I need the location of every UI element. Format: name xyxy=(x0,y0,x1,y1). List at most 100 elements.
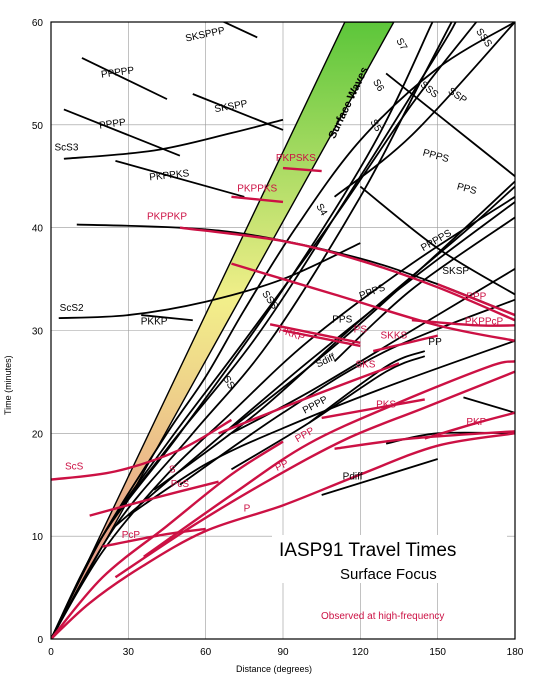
phase-label: ScS3 xyxy=(55,143,79,154)
y-tick-label: 60 xyxy=(32,18,44,29)
phase-label: PKKP xyxy=(141,316,168,327)
model-curve-scs2 xyxy=(58,242,361,320)
x-tick-labels: 0 30 60 90 120 150 180 xyxy=(48,647,524,658)
phase-label: PKPPKS xyxy=(149,168,190,183)
phase-label: SSS xyxy=(473,27,494,50)
model-curve-pkikp-hi xyxy=(463,396,515,414)
plot-border xyxy=(50,21,516,640)
observed-curve-pkp xyxy=(424,411,515,440)
model-curve-pkkp xyxy=(141,314,193,322)
observed-curve-pkpsks xyxy=(282,166,322,173)
observed-curve-pkikp xyxy=(334,430,515,450)
phase-label: PP xyxy=(428,337,442,348)
observed-curves xyxy=(51,166,515,639)
model-curve-scs3 xyxy=(63,118,284,160)
observed-curve-sks xyxy=(218,362,400,435)
observed-curve-pkppkp xyxy=(179,226,515,322)
observed-curve-pkkp xyxy=(282,329,361,348)
phase-label: PKKP xyxy=(277,325,306,345)
phase-label: PPPPS xyxy=(419,228,454,254)
phase-label: SKS xyxy=(355,360,375,371)
model-curve-sksppp xyxy=(221,22,258,39)
y-tick-label: 40 xyxy=(32,224,44,235)
phase-label: PPPPP xyxy=(100,65,135,81)
observed-curve-p xyxy=(51,432,515,639)
model-curve-pdiff xyxy=(321,458,438,496)
phase-label: SKSPP xyxy=(214,99,249,116)
y-tick-label: 10 xyxy=(32,532,44,543)
phase-label: Pdiff xyxy=(343,472,363,483)
model-curve-s4 xyxy=(51,22,515,639)
phase-label: PPS xyxy=(456,181,478,197)
model-curve-sdiff xyxy=(308,350,426,424)
model-curve-ppppp xyxy=(81,57,168,100)
observed-curve-ppp xyxy=(143,360,515,558)
phase-label: PS xyxy=(354,325,368,336)
phase-label: PKPSKS xyxy=(276,153,316,164)
phase-label: SKSP xyxy=(442,266,469,277)
phase-label: PP xyxy=(274,458,291,474)
x-tick-label: 150 xyxy=(429,647,446,658)
phase-label: P xyxy=(244,503,251,514)
x-tick-label: 90 xyxy=(277,647,289,658)
phase-label: PPP xyxy=(466,292,486,303)
observed-curve-ps xyxy=(269,323,361,345)
phase-label: S6 xyxy=(370,77,386,93)
phase-label: PcS xyxy=(171,479,190,490)
x-tick-label: 30 xyxy=(123,647,135,658)
plot-frame xyxy=(50,21,516,640)
observed-curve-pks xyxy=(321,398,425,420)
phase-label: S xyxy=(169,464,176,475)
chart-subtitle: Surface Focus xyxy=(340,566,437,583)
phase-label: PPPS xyxy=(358,282,387,302)
model-curve-s7 xyxy=(51,22,434,639)
model-curve-ssp xyxy=(385,72,515,177)
phase-label: ScS2 xyxy=(60,303,84,314)
observed-curve-pkppks xyxy=(231,195,284,204)
model-curve-pkppks xyxy=(115,159,245,198)
model-curve-sss-far xyxy=(333,22,515,198)
phase-label: PKPPKS xyxy=(237,184,277,195)
model-curve-pppp-upper xyxy=(63,108,181,157)
phase-label: SSP xyxy=(446,86,469,107)
observed-curve-ppp-obs xyxy=(437,283,515,317)
phase-label: PcP xyxy=(122,530,141,541)
observed-curve-long-shallow xyxy=(231,262,515,342)
title-backdrop xyxy=(272,535,507,583)
model-curve-ppps xyxy=(153,185,515,491)
model-curve-skss xyxy=(359,185,515,296)
phase-label: PPPS xyxy=(421,148,450,166)
observed-curve-skks xyxy=(372,334,438,353)
phase-label: PPPP xyxy=(99,117,127,132)
observed-note: Observed at high-frequency xyxy=(321,611,444,622)
x-tick-label: 180 xyxy=(507,647,524,658)
phase-label: S7 xyxy=(393,36,409,52)
model-curve-ss xyxy=(51,196,515,639)
observed-curve-scs xyxy=(51,418,233,481)
observed-curve-pcs xyxy=(89,480,219,517)
y-tick-label: 0 xyxy=(37,635,43,646)
chart-title: IASP91 Travel Times xyxy=(279,540,456,561)
x-tick-label: 60 xyxy=(200,647,212,658)
phase-label: ScS xyxy=(65,461,84,472)
x-tick-label: 120 xyxy=(352,647,369,658)
model-curve-ppp-long xyxy=(179,298,515,486)
observed-curve-s xyxy=(51,440,284,639)
model-curve-pp xyxy=(127,339,515,517)
phase-label: SS xyxy=(220,374,237,391)
observed-curve-pcp xyxy=(102,527,206,548)
model-curve-sss xyxy=(51,22,453,639)
phase-label: PKPPKP xyxy=(147,211,187,222)
phase-label: PPS xyxy=(332,314,352,325)
phase-label: SKKS xyxy=(381,331,408,342)
phase-label: PKP xyxy=(466,417,486,428)
y-tick-label: 20 xyxy=(32,429,44,440)
phase-label: PKS xyxy=(376,400,396,411)
y-tick-labels: 0 10 20 30 40 50 60 xyxy=(32,18,44,646)
y-tick-label: 50 xyxy=(32,121,44,132)
phase-label: PKPPcP xyxy=(465,316,504,327)
y-axis-title: Time (minutes) xyxy=(3,355,13,415)
phase-label: SSS xyxy=(418,79,441,101)
phase-label: S4 xyxy=(313,202,329,218)
